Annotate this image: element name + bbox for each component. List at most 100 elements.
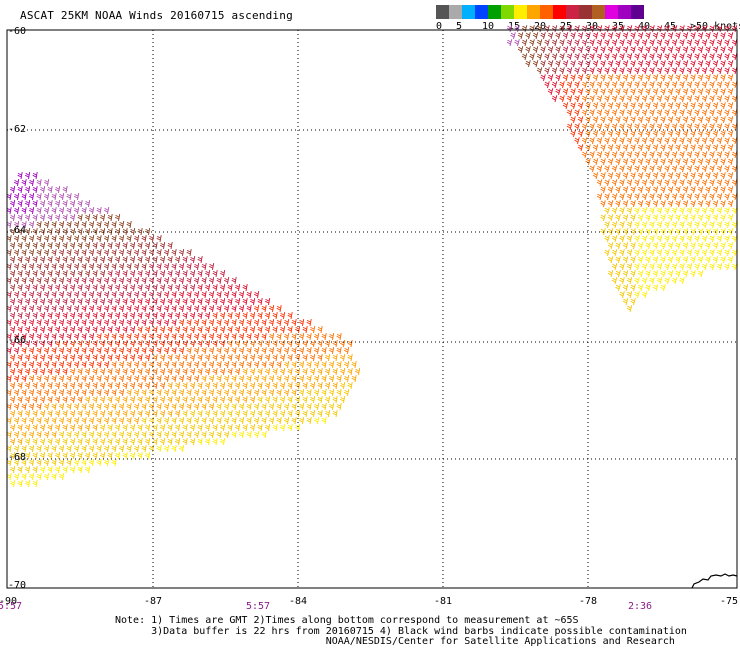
wind-barb [280,340,286,348]
wind-barb [344,361,350,369]
wind-barb [186,431,192,439]
wind-barb [212,284,218,292]
wind-barb [239,403,245,411]
wind-barb [622,172,629,180]
wind-barb [585,46,591,54]
wind-barb [182,284,188,292]
wind-barb [306,333,312,341]
wind-barb [694,151,700,159]
wind-barb [314,347,320,355]
wind-barb [96,249,102,257]
wind-barb [194,375,200,383]
wind-barb [40,214,46,222]
wind-barb [720,88,726,96]
wind-barb [156,333,162,341]
wind-barb [186,291,192,299]
wind-barb [664,53,670,61]
legend-label: 20 [534,21,547,32]
wind-barb [115,312,121,320]
wind-barb [122,354,128,362]
wind-barb [607,242,614,250]
wind-barb [197,354,203,362]
wind-barb [686,221,693,229]
wind-barb [600,144,606,152]
wind-barb [104,361,110,369]
wind-barb [32,354,38,362]
wind-barb [615,242,621,250]
wind-barb [201,333,207,341]
wind-barb [70,326,76,334]
wind-barb [645,172,651,180]
wind-barb [630,32,636,40]
wind-barb [709,53,715,61]
wind-barb [637,214,644,222]
wind-barb [51,403,57,411]
wind-barb [577,144,584,152]
wind-barb [92,424,98,432]
wind-barb [671,81,678,89]
wind-barb [325,368,331,376]
wind-barb [727,130,734,138]
wind-barb [96,305,102,313]
wind-barb [89,361,95,369]
wind-barb [186,375,192,383]
wind-barb [197,438,203,446]
wind-barb [600,74,606,82]
wind-barb [517,46,524,54]
wind-barb [92,382,98,390]
wind-barb [51,249,57,257]
wind-barb [701,249,708,257]
wind-barb [671,67,678,75]
wind-barb [171,431,177,439]
wind-barb [171,291,177,299]
wind-barb [141,417,147,425]
wind-barb [589,95,595,103]
wind-barb [10,200,16,208]
wind-barb [81,431,87,439]
wind-barb [179,403,185,411]
wind-barb [205,368,211,376]
wind-barb [660,102,666,110]
wind-barb [667,102,674,110]
wind-barb [634,53,640,61]
wind-barb [205,382,211,390]
wind-barb [682,130,689,138]
wind-barb [697,88,704,96]
wind-barb [164,249,170,257]
wind-barb [130,340,136,348]
wind-barb [100,270,106,278]
wind-barb [641,235,648,243]
wind-barb [592,32,599,40]
wind-barb [216,319,222,327]
wind-barb [201,263,207,271]
wind-barb [77,368,83,376]
wind-barb [701,137,708,145]
wind-barb [269,319,275,327]
wind-barb [709,123,715,131]
wind-barb [130,270,136,278]
wind-barb [171,375,177,383]
wind-barb [29,305,35,313]
wind-barb [306,403,312,411]
wind-barb [329,403,335,411]
wind-barb [70,200,76,208]
wind-barb [641,221,648,229]
wind-barb [145,312,151,320]
wind-barb [239,319,245,327]
wind-barb [641,193,648,201]
wind-barb [77,200,83,208]
wind-barb [619,263,625,271]
wind-barb [261,375,267,383]
wind-barb [562,74,569,82]
wind-barb [521,25,528,33]
wind-barb [660,144,666,152]
wind-barb [242,326,248,334]
wind-barb [656,179,663,187]
wind-barb [626,193,633,201]
wind-barb [66,333,72,341]
wind-barb [585,116,591,124]
wind-barb [36,179,42,187]
wind-barb [96,361,102,369]
wind-barb [547,60,554,68]
wind-barb [660,130,666,138]
